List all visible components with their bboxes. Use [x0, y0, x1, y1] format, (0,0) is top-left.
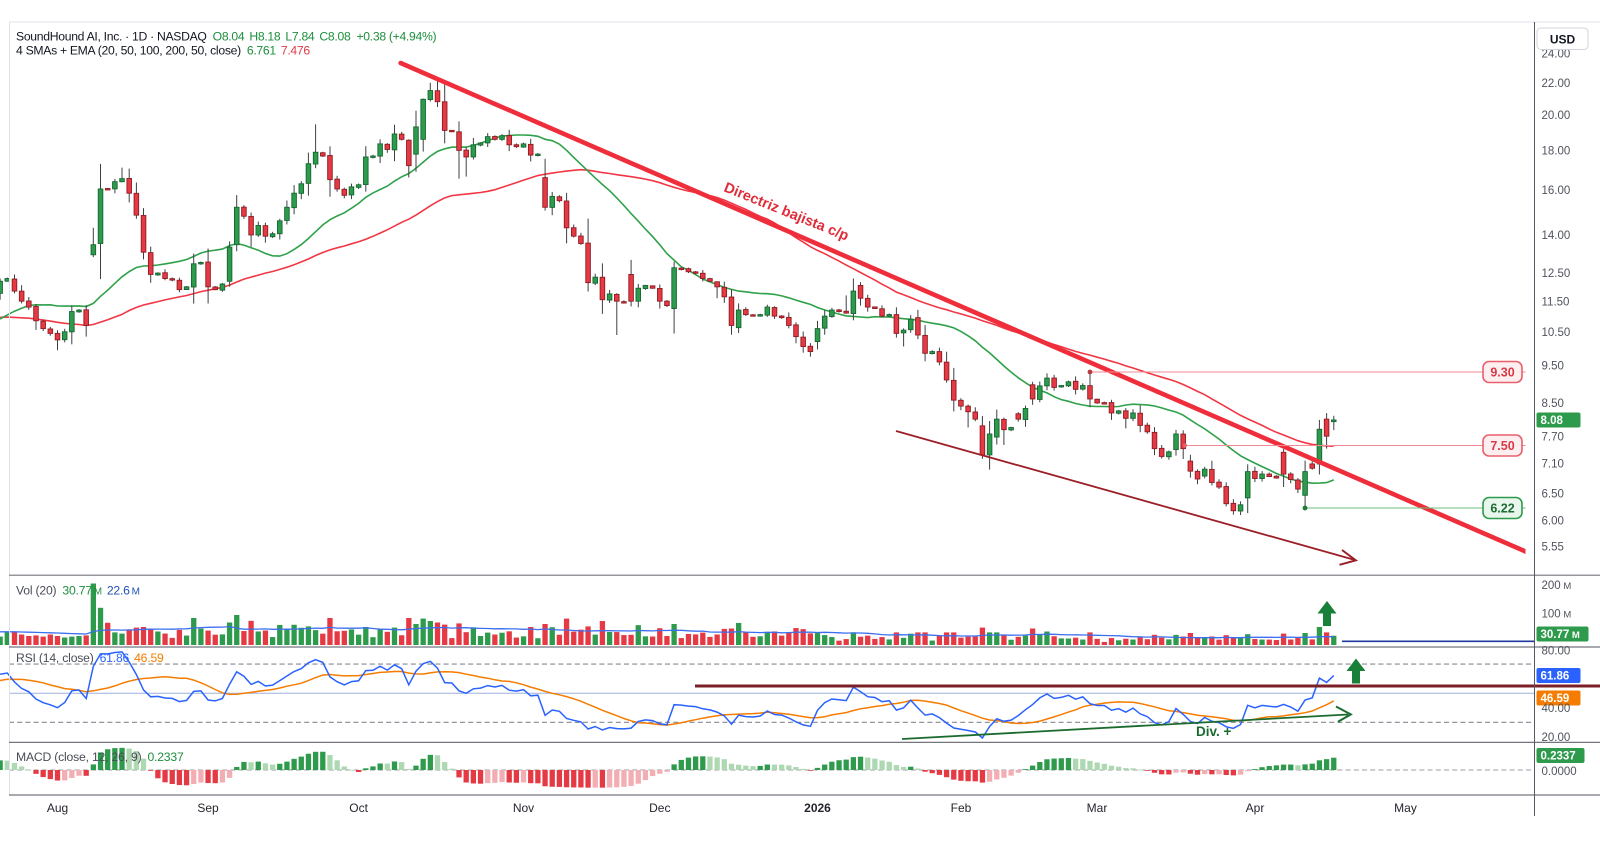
svg-text:12.50: 12.50 [1542, 268, 1571, 280]
svg-text:9.30: 9.30 [1490, 366, 1514, 380]
svg-text:40.00: 40.00 [1542, 703, 1571, 715]
svg-text:80.00: 80.00 [1542, 646, 1571, 658]
svg-text:6.50: 6.50 [1542, 488, 1564, 500]
svg-text:4 SMAs + EMA (20, 50, 100, 200: 4 SMAs + EMA (20, 50, 100, 200, 50, clos… [16, 44, 310, 58]
svg-text:7.70: 7.70 [1542, 431, 1564, 443]
svg-text:8.08: 8.08 [1541, 415, 1564, 427]
svg-text:Sep: Sep [197, 801, 219, 815]
svg-text:7.50: 7.50 [1490, 439, 1514, 453]
svg-text:Nov: Nov [513, 801, 534, 815]
svg-text:Apr: Apr [1246, 801, 1265, 815]
svg-text:USD: USD [1550, 33, 1576, 47]
svg-text:6.00: 6.00 [1542, 515, 1564, 527]
svg-text:MACD (close, 12, 26, 9)0.2337: MACD (close, 12, 26, 9) 0.2337 [16, 750, 184, 764]
svg-text:7.10: 7.10 [1542, 459, 1564, 471]
svg-text:61.86: 61.86 [1541, 671, 1570, 683]
svg-text:20.00: 20.00 [1542, 110, 1571, 122]
svg-text:20.00: 20.00 [1542, 732, 1571, 744]
svg-text:SoundHound AI, Inc. · 1D · NAS: SoundHound AI, Inc. · 1D · NASDAQ O8.04 H8… [16, 30, 437, 44]
svg-text:Oct: Oct [349, 801, 368, 815]
svg-text:9.50: 9.50 [1542, 361, 1564, 373]
svg-text:24.00: 24.00 [1542, 49, 1571, 61]
svg-text:30.77 M: 30.77 M [1541, 629, 1580, 641]
svg-text:0.2337: 0.2337 [1541, 751, 1576, 763]
svg-text:Div. +: Div. + [1196, 724, 1232, 739]
svg-text:8.50: 8.50 [1542, 398, 1564, 410]
svg-text:Mar: Mar [1087, 801, 1108, 815]
svg-text:46.59: 46.59 [1541, 693, 1570, 705]
svg-text:18.00: 18.00 [1542, 146, 1571, 158]
svg-text:14.00: 14.00 [1542, 230, 1571, 242]
svg-text:Aug: Aug [47, 801, 68, 815]
svg-text:Dec: Dec [649, 801, 670, 815]
svg-text:Feb: Feb [951, 801, 972, 815]
svg-text:Vol (20)30.77 M22.6 M: Vol (20) 30.77 M 22.6 M [16, 584, 140, 598]
svg-text:May: May [1394, 801, 1417, 815]
svg-text:200 M: 200 M [1542, 580, 1572, 592]
svg-text:22.00: 22.00 [1542, 78, 1571, 90]
svg-text:100 M: 100 M [1542, 609, 1572, 621]
svg-text:11.50: 11.50 [1542, 296, 1570, 308]
svg-text:0.0000: 0.0000 [1542, 766, 1577, 778]
svg-text:6.22: 6.22 [1490, 502, 1514, 516]
svg-text:2026: 2026 [804, 801, 831, 815]
svg-text:16.00: 16.00 [1542, 185, 1571, 197]
svg-text:5.55: 5.55 [1542, 542, 1564, 554]
svg-text:10.50: 10.50 [1542, 327, 1571, 339]
